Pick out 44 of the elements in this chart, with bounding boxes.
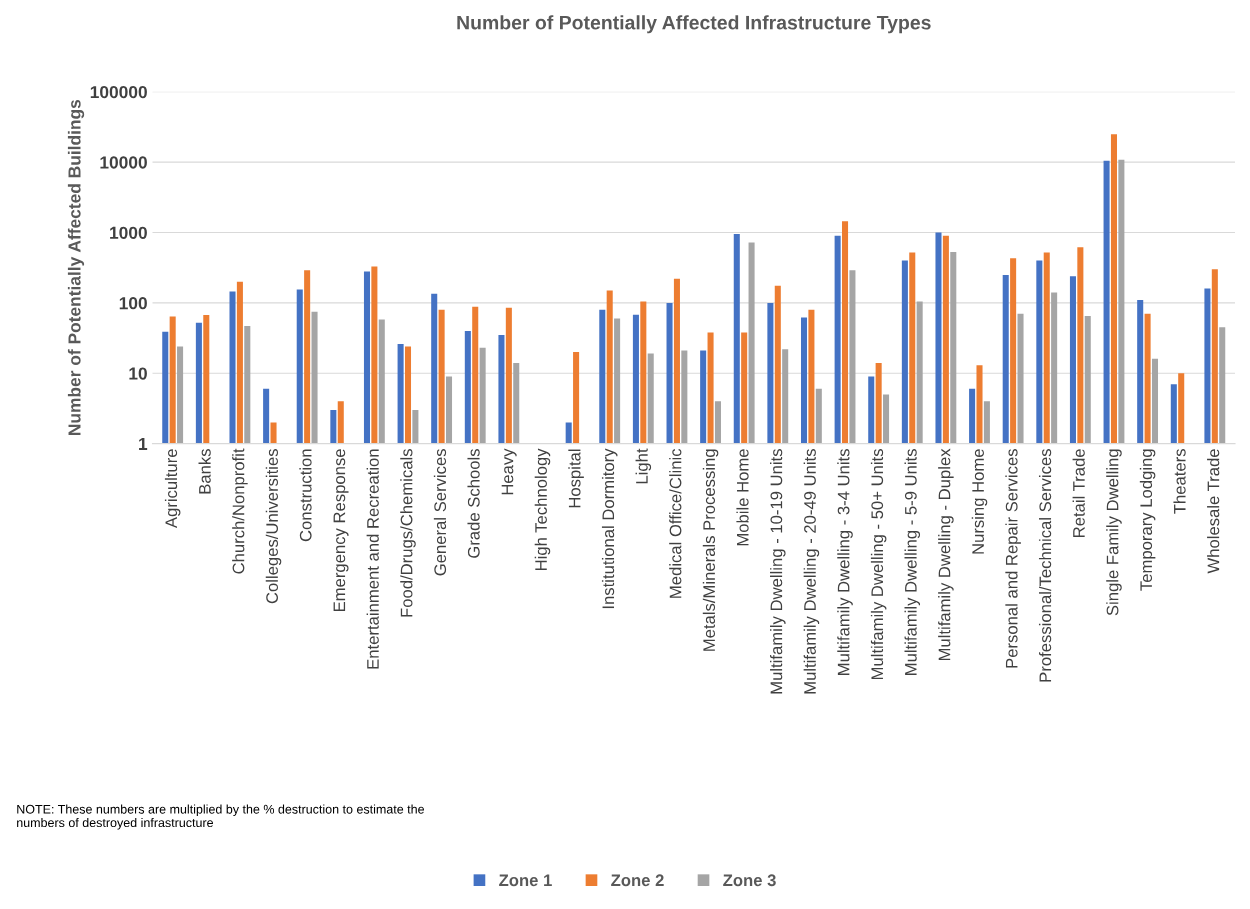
y-tick-label: 100000: [90, 85, 147, 99]
x-tick-label: Multifamily Dwelling - 20-49 Units: [803, 449, 820, 694]
y-tick-label: 1000: [110, 226, 147, 239]
x-tick-label: Colleges/Universities: [265, 449, 282, 604]
x-tick-label: Hospital: [568, 449, 584, 508]
x-tick-label: Metals/Minerals Processing: [702, 449, 719, 651]
x-tick-label: Multifamily Dwelling - 5-9 Units: [904, 449, 921, 675]
x-tick-label: Retail Trade: [1072, 449, 1085, 537]
x-tick-label: Agriculture: [164, 449, 181, 529]
x-tick-label: Entertainment and Recreation: [366, 449, 379, 669]
y-tick-label: 10000: [100, 156, 147, 169]
x-tick-label: Single Family Dwelling: [1106, 449, 1122, 616]
x-tick-label: Food/Drugs/Chemicals: [400, 449, 416, 617]
x-tick-label: Multifamily Dwelling - Duplex: [938, 448, 954, 661]
x-tick-label: Temporary Lodging: [1139, 449, 1156, 591]
x-tick-label: Nursing Home: [971, 449, 988, 554]
x-tick-label: Multifamily Dwelling - 50+ Units: [870, 449, 887, 680]
x-tick-label: High Technology: [534, 448, 551, 571]
x-tick-label: Professional/Technical Services: [1038, 449, 1052, 682]
x-tick-label: Church/Nonprofit: [232, 448, 248, 574]
y-tick-label: 1: [139, 437, 148, 450]
x-tick-label: Heavy: [501, 448, 517, 495]
legend-label: Zone 3: [723, 874, 776, 887]
x-tick-label: Emergency Response: [333, 449, 349, 612]
x-tick-label: General Services: [433, 449, 447, 576]
x-tick-label: Personal and Repair Services: [1005, 449, 1021, 668]
x-tick-label: Institutional Dormitory: [601, 448, 618, 609]
legend-label: Zone 1: [499, 874, 552, 887]
x-tick-label: Banks: [198, 449, 211, 494]
x-tick-label: Wholesale Trade: [1207, 449, 1220, 574]
legend-label: Zone 2: [611, 874, 664, 887]
y-axis-title: Number of Potentially Affected Buildings: [67, 99, 85, 435]
y-tick-label: 10: [129, 367, 147, 380]
x-tick-label: Multifamily Dwelling - 10-19 Units: [770, 449, 786, 694]
x-tick-label: Mobile Home: [736, 449, 749, 546]
x-tick-label: Grade Schools: [467, 449, 480, 558]
x-tick-label: Construction: [299, 449, 312, 542]
x-tick-label: Medical Office/Clinic: [669, 448, 682, 598]
x-tick-label: Light: [635, 448, 652, 484]
text: NOTE: These numbers are multiplied by the % destruction to estimate the numbers of destroyed infrastructure: [17, 804, 424, 830]
x-tick-label: Multifamily Dwelling - 3-4 Units: [837, 449, 853, 675]
y-tick-label: 100: [119, 297, 147, 310]
x-tick-label: Theaters: [1173, 449, 1186, 514]
chart-title: Number of Potentially Affected Infrastructure Types: [457, 15, 931, 34]
